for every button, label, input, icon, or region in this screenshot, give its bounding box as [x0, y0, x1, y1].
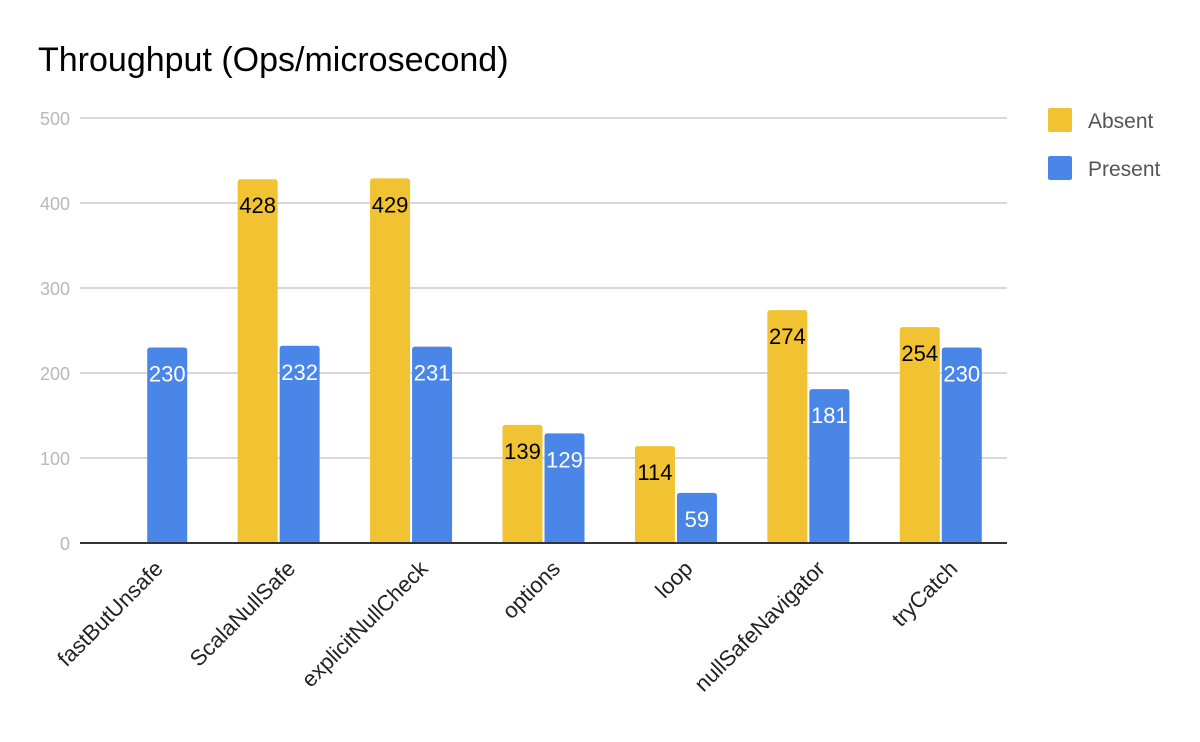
legend-label-absent: Absent — [1088, 110, 1154, 133]
x-tick-label: explicitNullCheck — [296, 555, 433, 692]
data-label: 231 — [414, 361, 451, 386]
bar-absent-loop — [634, 446, 675, 543]
data-label: 429 — [372, 192, 409, 217]
y-tick-label: 400 — [40, 194, 70, 214]
bar-present-ScalaNullSafe — [279, 345, 320, 543]
bar-present-options — [544, 433, 585, 543]
data-label: 274 — [769, 324, 806, 349]
y-tick-label: 0 — [60, 534, 70, 554]
bar-absent-explicitNullCheck — [370, 178, 411, 543]
legend-swatch-present — [1048, 156, 1072, 180]
x-tick-label: tryCatch — [887, 556, 963, 632]
bar-present-tryCatch — [941, 347, 982, 543]
bar-absent-tryCatch — [899, 327, 940, 543]
legend-label-present: Present — [1088, 158, 1161, 181]
bar-present-fastButUnsafe — [147, 347, 188, 543]
gridlines: 0 100 200 300 400 500 — [40, 109, 1007, 554]
chart-title: Throughput (Ops/microsecond) — [38, 41, 509, 79]
bar-absent-ScalaNullSafe — [237, 179, 278, 543]
bar-absent-options — [502, 424, 543, 543]
x-tick-label: fastButUnsafe — [52, 556, 167, 671]
data-label: 428 — [239, 193, 276, 218]
y-tick-label: 500 — [40, 109, 70, 129]
data-label: 181 — [811, 403, 848, 428]
x-axis: fastButUnsafe ScalaNullSafeexplicitNullCh… — [52, 542, 1007, 696]
bar-present-nullSafeNavigator — [809, 389, 850, 543]
bar-present-explicitNullCheck — [412, 346, 453, 543]
x-tick-label: options — [497, 556, 565, 624]
y-tick-label: 200 — [40, 364, 70, 384]
data-label: 129 — [546, 447, 583, 472]
y-tick-label: 300 — [40, 279, 70, 299]
bar-absent-nullSafeNavigator — [767, 310, 808, 543]
data-label: 139 — [504, 439, 541, 464]
x-tick-label: ScalaNullSafe — [185, 556, 300, 671]
legend-swatch-absent — [1048, 108, 1072, 132]
legend: Absent Present — [1048, 108, 1161, 181]
bars — [147, 178, 982, 543]
y-tick-label: 100 — [40, 449, 70, 469]
bar-present-loop — [676, 492, 717, 543]
data-label: 230 — [149, 362, 186, 387]
data-label: 230 — [943, 362, 980, 387]
x-tick-label: nullSafeNavigator — [689, 556, 829, 696]
data-label: 254 — [901, 341, 938, 366]
data-label: 114 — [637, 460, 672, 485]
data-label: 59 — [685, 507, 709, 532]
data-label: 232 — [281, 360, 318, 385]
x-tick-label: loop — [650, 556, 697, 603]
